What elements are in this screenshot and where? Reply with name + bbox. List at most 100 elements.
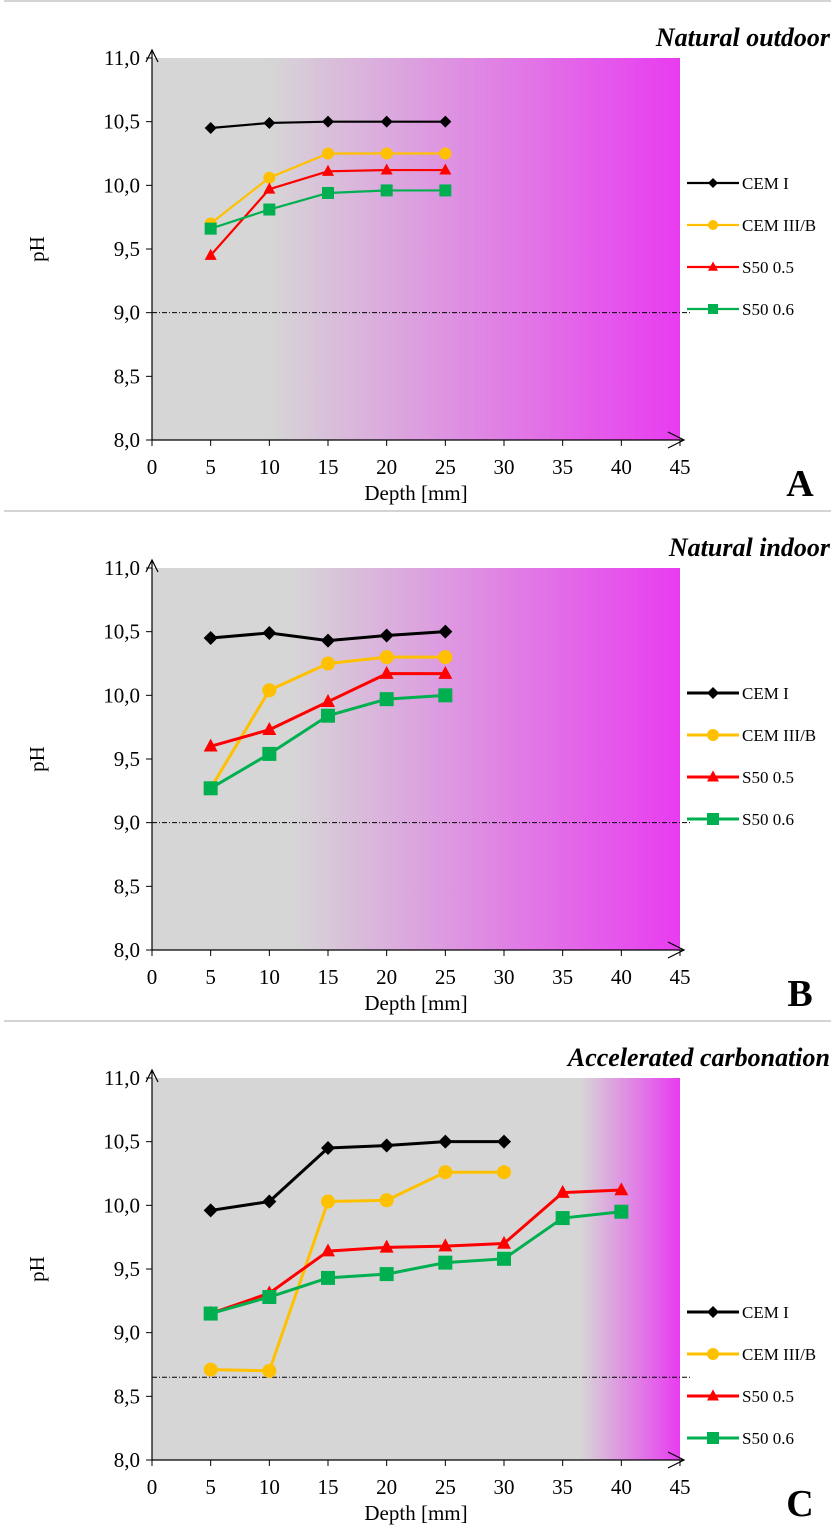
y-tick-label: 10,5: [103, 110, 140, 134]
data-point: [204, 248, 217, 260]
x-tick-label: 45: [670, 1475, 691, 1499]
series-cem-i: [203, 624, 453, 648]
chart-panel-b: 8,0 8,5 9,0 9,5 10,0 10,5 11,0 0 5 10 15 20 25 30 35 40…: [4, 510, 831, 1016]
x-tick-label: 0: [147, 1475, 158, 1499]
data-point: [263, 203, 276, 216]
data-point: [321, 1270, 335, 1285]
x-tick-label: 15: [318, 965, 339, 989]
legend-entry: S50 0.6: [687, 810, 794, 829]
legend-label: S50 0.5: [742, 1387, 794, 1406]
panel-letter: C: [786, 1483, 813, 1525]
legend-marker: [708, 261, 718, 271]
data-point: [262, 1363, 277, 1378]
legend-marker: [707, 1389, 719, 1401]
x-tick-label: 35: [552, 965, 573, 989]
data-point: [322, 147, 334, 160]
data-point: [322, 186, 334, 199]
y-tick-label: 10,0: [103, 1193, 140, 1217]
legend-marker: [708, 178, 718, 188]
legend-entry: S50 0.5: [687, 258, 794, 277]
y-tick-label: 11,0: [104, 46, 140, 70]
legend-marker: [707, 1432, 719, 1444]
data-point: [438, 624, 453, 639]
legend-label: S50 0.6: [742, 810, 794, 829]
legend-marker: [707, 687, 719, 699]
y-tick-label: 10,0: [103, 173, 140, 197]
series-cem-i: [204, 115, 452, 135]
x-tick-label: 10: [259, 455, 280, 479]
x-tick-label: 20: [376, 965, 397, 989]
data-point: [263, 182, 276, 194]
legend-marker: [707, 1348, 719, 1360]
data-point: [263, 116, 276, 129]
y-tick-label: 10,5: [103, 1130, 140, 1154]
x-tick-label: 40: [611, 965, 632, 989]
data-point: [379, 1138, 394, 1153]
y-tick-label: 10,0: [103, 683, 140, 707]
y-axis-label: pH: [25, 1256, 49, 1282]
series-s50-0-5: [203, 665, 453, 752]
series-line: [210, 1210, 622, 1316]
legend-marker: [707, 1306, 719, 1318]
series-cem-i: [203, 1134, 511, 1218]
chart-panel-c: 8,0 8,5 9,0 9,5 10,0 10,5 11,0 0 5 10 15 20 25 30 35 40…: [4, 1020, 831, 1526]
data-point: [380, 184, 393, 197]
legend-label: CEM III/B: [742, 216, 816, 235]
data-point: [204, 222, 217, 235]
data-point: [322, 115, 334, 128]
data-point: [438, 1134, 453, 1149]
data-point: [203, 781, 218, 796]
x-tick-label: 15: [318, 455, 339, 479]
legend-entry: S50 0.6: [687, 1429, 794, 1448]
data-point: [321, 633, 335, 648]
x-tick-label: 5: [205, 965, 216, 989]
legend-label: CEM I: [742, 174, 789, 193]
legend-marker: [707, 770, 719, 782]
data-point: [262, 1194, 277, 1209]
data-point: [438, 688, 453, 703]
y-tick-label: 9,5: [114, 1257, 140, 1281]
data-point: [321, 708, 335, 723]
y-axis-label: pH: [25, 236, 49, 262]
data-point: [439, 163, 452, 175]
series-s50-0-6: [204, 184, 452, 235]
data-point: [614, 1182, 629, 1196]
y-tick-label: 9,0: [114, 1321, 140, 1345]
x-tick-label: 45: [670, 965, 691, 989]
y-tick-label: 10,5: [103, 620, 140, 644]
series-cem-iii-b: [204, 147, 452, 230]
data-point: [380, 147, 393, 160]
legend-label: CEM III/B: [742, 726, 816, 745]
legend-label: S50 0.6: [742, 300, 794, 319]
x-tick-label: 15: [318, 1475, 339, 1499]
y-tick-label: 8,0: [114, 1448, 140, 1472]
legend-label: CEM I: [742, 1303, 789, 1322]
legend-marker: [708, 220, 718, 230]
legend-entry: CEM III/B: [687, 216, 816, 235]
data-point: [262, 683, 277, 698]
chart-svg: 8,0 8,5 9,0 9,5 10,0 10,5 11,0 0 5 10 15 20 25 30 35 40…: [25, 533, 831, 1015]
x-tick-label: 45: [670, 455, 691, 479]
data-point: [379, 650, 394, 665]
legend-entry: CEM III/B: [687, 726, 816, 745]
data-point: [555, 1211, 570, 1226]
data-point: [321, 694, 335, 707]
data-point: [379, 628, 394, 643]
legend-label: CEM III/B: [742, 1345, 816, 1364]
y-tick-label: 8,5: [114, 874, 140, 898]
series-line: [210, 1140, 504, 1212]
data-point: [379, 692, 394, 707]
chart-title: Natural outdoor: [655, 23, 831, 52]
y-tick-label: 8,5: [114, 1384, 140, 1408]
legend-entry: CEM III/B: [687, 1345, 816, 1364]
x-tick-label: 0: [147, 965, 158, 989]
x-tick-label: 20: [376, 1475, 397, 1499]
data-point: [262, 1290, 277, 1305]
legend-entry: CEM I: [687, 174, 789, 193]
x-tick-label: 5: [205, 455, 216, 479]
plot-background: [152, 58, 680, 440]
x-tick-label: 30: [494, 965, 515, 989]
y-tick-label: 11,0: [104, 1066, 140, 1090]
y-tick-label: 11,0: [104, 556, 140, 580]
x-tick-label: 40: [611, 1475, 632, 1499]
